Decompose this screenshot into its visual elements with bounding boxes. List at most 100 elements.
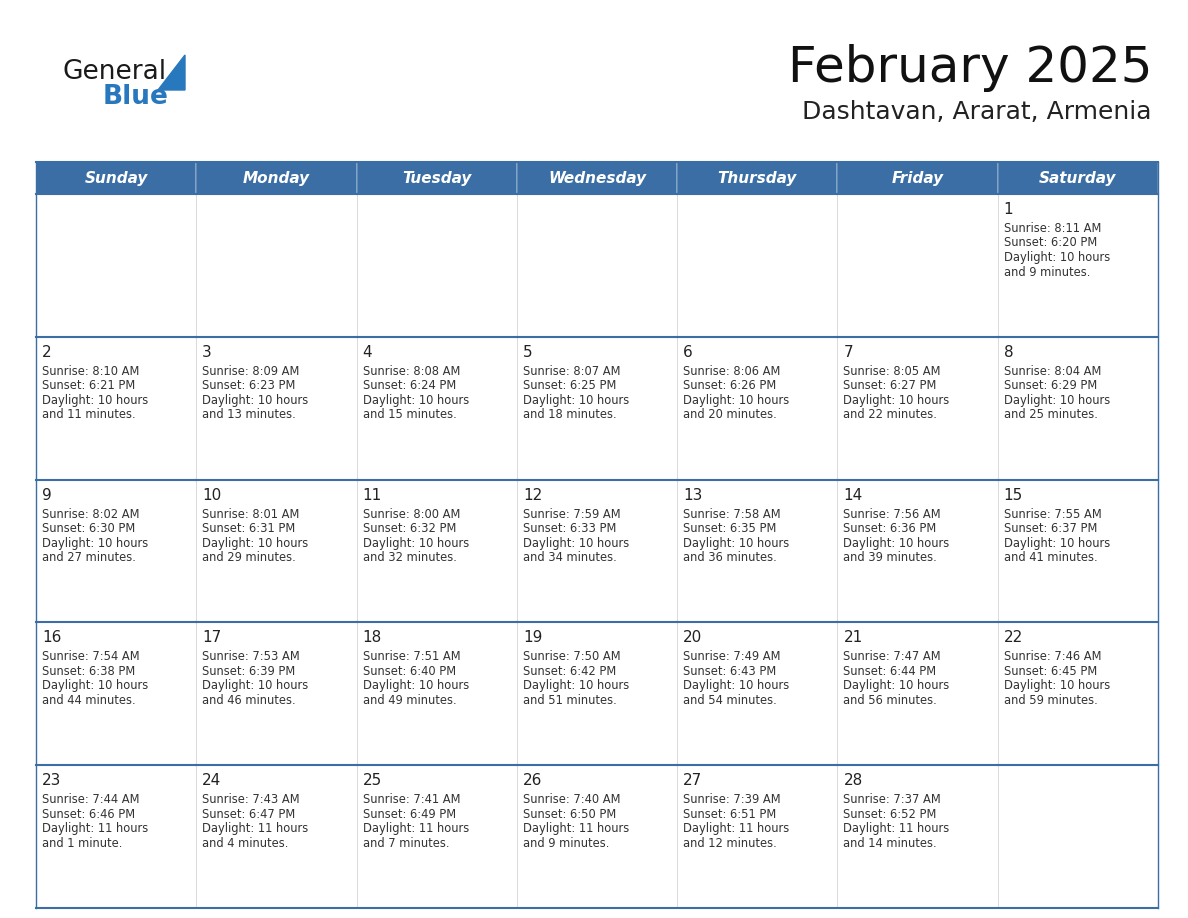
Text: and 34 minutes.: and 34 minutes. bbox=[523, 551, 617, 564]
Bar bbox=[356, 194, 517, 337]
Text: February 2025: February 2025 bbox=[788, 44, 1152, 92]
Text: Daylight: 10 hours: Daylight: 10 hours bbox=[523, 394, 630, 407]
Text: Sunrise: 8:05 AM: Sunrise: 8:05 AM bbox=[843, 364, 941, 378]
Text: and 1 minute.: and 1 minute. bbox=[42, 836, 122, 850]
Text: 8: 8 bbox=[1004, 345, 1013, 360]
Text: Sunrise: 8:09 AM: Sunrise: 8:09 AM bbox=[202, 364, 299, 378]
Bar bbox=[998, 337, 1158, 479]
Text: 7: 7 bbox=[843, 345, 853, 360]
Text: Daylight: 10 hours: Daylight: 10 hours bbox=[1004, 679, 1110, 692]
Text: and 39 minutes.: and 39 minutes. bbox=[843, 551, 937, 564]
Text: 17: 17 bbox=[202, 631, 221, 645]
Text: 13: 13 bbox=[683, 487, 702, 502]
Text: Wednesday: Wednesday bbox=[548, 171, 646, 185]
Text: 16: 16 bbox=[42, 631, 62, 645]
Text: Daylight: 10 hours: Daylight: 10 hours bbox=[362, 679, 469, 692]
Bar bbox=[677, 766, 838, 908]
Text: Sunset: 6:20 PM: Sunset: 6:20 PM bbox=[1004, 237, 1097, 250]
Text: Sunrise: 7:56 AM: Sunrise: 7:56 AM bbox=[843, 508, 941, 521]
Bar bbox=[998, 766, 1158, 908]
Text: Blue: Blue bbox=[103, 84, 169, 110]
Text: Sunset: 6:31 PM: Sunset: 6:31 PM bbox=[202, 522, 296, 535]
Text: Sunrise: 8:10 AM: Sunrise: 8:10 AM bbox=[42, 364, 139, 378]
Bar bbox=[517, 337, 677, 479]
Bar bbox=[356, 766, 517, 908]
Text: Daylight: 10 hours: Daylight: 10 hours bbox=[362, 537, 469, 550]
Text: Daylight: 10 hours: Daylight: 10 hours bbox=[683, 537, 789, 550]
Text: Daylight: 11 hours: Daylight: 11 hours bbox=[683, 823, 789, 835]
Text: Sunset: 6:27 PM: Sunset: 6:27 PM bbox=[843, 379, 937, 392]
Text: 19: 19 bbox=[523, 631, 542, 645]
Text: and 36 minutes.: and 36 minutes. bbox=[683, 551, 777, 564]
Text: Sunset: 6:52 PM: Sunset: 6:52 PM bbox=[843, 808, 937, 821]
Bar bbox=[517, 194, 677, 337]
Bar bbox=[36, 194, 196, 337]
Text: 5: 5 bbox=[523, 345, 532, 360]
Text: Sunset: 6:26 PM: Sunset: 6:26 PM bbox=[683, 379, 777, 392]
Bar bbox=[196, 194, 356, 337]
Text: Dashtavan, Ararat, Armenia: Dashtavan, Ararat, Armenia bbox=[803, 100, 1152, 124]
Text: Daylight: 10 hours: Daylight: 10 hours bbox=[843, 394, 949, 407]
Text: Sunset: 6:37 PM: Sunset: 6:37 PM bbox=[1004, 522, 1097, 535]
Text: Sunday: Sunday bbox=[84, 171, 147, 185]
Text: Sunset: 6:29 PM: Sunset: 6:29 PM bbox=[1004, 379, 1097, 392]
Text: Sunrise: 7:37 AM: Sunrise: 7:37 AM bbox=[843, 793, 941, 806]
Text: Daylight: 10 hours: Daylight: 10 hours bbox=[683, 394, 789, 407]
Bar bbox=[677, 479, 838, 622]
Text: Sunrise: 8:00 AM: Sunrise: 8:00 AM bbox=[362, 508, 460, 521]
Text: 24: 24 bbox=[202, 773, 221, 789]
Bar bbox=[838, 479, 998, 622]
Text: 1: 1 bbox=[1004, 202, 1013, 217]
Text: and 14 minutes.: and 14 minutes. bbox=[843, 836, 937, 850]
Text: Daylight: 10 hours: Daylight: 10 hours bbox=[362, 394, 469, 407]
Bar bbox=[838, 162, 998, 194]
Text: Sunset: 6:24 PM: Sunset: 6:24 PM bbox=[362, 379, 456, 392]
Text: Sunset: 6:40 PM: Sunset: 6:40 PM bbox=[362, 665, 456, 677]
Bar bbox=[517, 766, 677, 908]
Text: and 44 minutes.: and 44 minutes. bbox=[42, 694, 135, 707]
Bar bbox=[356, 622, 517, 766]
Text: Daylight: 10 hours: Daylight: 10 hours bbox=[42, 394, 148, 407]
Text: 15: 15 bbox=[1004, 487, 1023, 502]
Text: Sunrise: 7:43 AM: Sunrise: 7:43 AM bbox=[202, 793, 299, 806]
Text: Daylight: 10 hours: Daylight: 10 hours bbox=[1004, 537, 1110, 550]
Text: Daylight: 10 hours: Daylight: 10 hours bbox=[1004, 251, 1110, 264]
Bar bbox=[677, 162, 838, 194]
Text: and 11 minutes.: and 11 minutes. bbox=[42, 409, 135, 421]
Bar bbox=[998, 162, 1158, 194]
Text: 2: 2 bbox=[42, 345, 51, 360]
Text: Sunset: 6:38 PM: Sunset: 6:38 PM bbox=[42, 665, 135, 677]
Text: and 9 minutes.: and 9 minutes. bbox=[523, 836, 609, 850]
Bar bbox=[196, 337, 356, 479]
Text: 26: 26 bbox=[523, 773, 542, 789]
Bar bbox=[196, 162, 356, 194]
Bar bbox=[36, 622, 196, 766]
Text: Daylight: 10 hours: Daylight: 10 hours bbox=[42, 537, 148, 550]
Text: Sunset: 6:46 PM: Sunset: 6:46 PM bbox=[42, 808, 135, 821]
Bar bbox=[838, 622, 998, 766]
Text: Sunset: 6:30 PM: Sunset: 6:30 PM bbox=[42, 522, 135, 535]
Text: and 4 minutes.: and 4 minutes. bbox=[202, 836, 289, 850]
Text: Thursday: Thursday bbox=[718, 171, 797, 185]
Text: and 51 minutes.: and 51 minutes. bbox=[523, 694, 617, 707]
Text: Sunset: 6:44 PM: Sunset: 6:44 PM bbox=[843, 665, 936, 677]
Text: Sunrise: 8:02 AM: Sunrise: 8:02 AM bbox=[42, 508, 139, 521]
Text: 23: 23 bbox=[42, 773, 62, 789]
Text: Sunrise: 7:58 AM: Sunrise: 7:58 AM bbox=[683, 508, 781, 521]
Bar bbox=[677, 622, 838, 766]
Text: 14: 14 bbox=[843, 487, 862, 502]
Bar bbox=[838, 766, 998, 908]
Text: Daylight: 10 hours: Daylight: 10 hours bbox=[202, 394, 309, 407]
Text: 11: 11 bbox=[362, 487, 381, 502]
Text: Daylight: 10 hours: Daylight: 10 hours bbox=[683, 679, 789, 692]
Bar bbox=[838, 337, 998, 479]
Text: Sunset: 6:23 PM: Sunset: 6:23 PM bbox=[202, 379, 296, 392]
Text: and 46 minutes.: and 46 minutes. bbox=[202, 694, 296, 707]
Text: Tuesday: Tuesday bbox=[402, 171, 472, 185]
Bar bbox=[998, 622, 1158, 766]
Bar bbox=[838, 194, 998, 337]
Text: Daylight: 10 hours: Daylight: 10 hours bbox=[202, 679, 309, 692]
Text: and 32 minutes.: and 32 minutes. bbox=[362, 551, 456, 564]
Bar bbox=[356, 479, 517, 622]
Bar bbox=[517, 162, 677, 194]
